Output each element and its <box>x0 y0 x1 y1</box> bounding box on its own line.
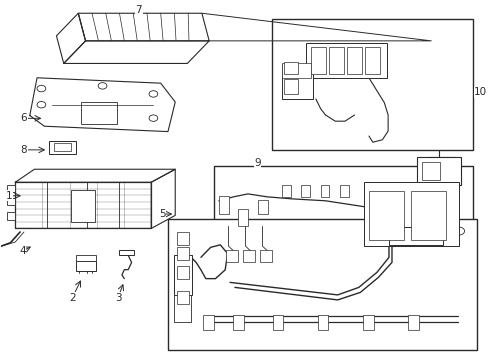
Bar <box>167 220 476 350</box>
Bar <box>362 315 373 330</box>
Bar <box>71 190 95 222</box>
Bar <box>281 185 290 197</box>
Bar <box>388 227 442 245</box>
Bar <box>238 209 248 226</box>
Bar <box>310 47 325 74</box>
Bar <box>54 143 71 151</box>
Bar <box>301 185 309 197</box>
Text: 4: 4 <box>19 246 26 256</box>
Bar <box>281 64 312 99</box>
Bar <box>416 157 460 185</box>
Text: 2: 2 <box>69 293 76 303</box>
Bar <box>225 250 238 262</box>
Bar <box>81 102 117 123</box>
Bar <box>364 47 379 74</box>
Text: 10: 10 <box>473 87 486 97</box>
Text: 1: 1 <box>6 191 13 201</box>
Text: 3: 3 <box>115 293 121 303</box>
Bar <box>368 191 403 240</box>
Bar <box>317 315 328 330</box>
Bar <box>174 295 190 323</box>
Bar <box>76 261 96 271</box>
Bar <box>305 43 386 78</box>
Bar <box>219 196 228 213</box>
Bar <box>243 250 255 262</box>
Bar <box>410 191 445 240</box>
Bar <box>272 19 472 149</box>
Bar <box>346 47 361 74</box>
Bar <box>421 162 439 180</box>
Bar <box>339 185 348 197</box>
Bar <box>6 212 15 220</box>
Bar <box>203 315 213 330</box>
Bar <box>284 62 297 74</box>
Text: 5: 5 <box>159 209 165 219</box>
Bar <box>176 291 188 304</box>
Bar <box>214 166 472 271</box>
Bar <box>174 255 192 295</box>
Bar <box>176 232 188 245</box>
Bar <box>407 315 418 330</box>
Bar <box>328 47 344 74</box>
Bar <box>363 182 458 246</box>
Bar <box>260 250 272 262</box>
Bar <box>176 266 188 279</box>
Bar <box>257 200 267 213</box>
Text: 7: 7 <box>135 5 142 15</box>
Text: 6: 6 <box>20 113 27 123</box>
Bar <box>281 63 310 78</box>
Bar <box>76 255 96 261</box>
Text: 8: 8 <box>20 145 27 155</box>
Bar <box>176 247 188 260</box>
Bar <box>233 315 244 330</box>
Bar <box>272 315 283 330</box>
Bar <box>119 249 134 255</box>
Bar <box>320 185 329 197</box>
Bar <box>6 185 15 192</box>
Bar <box>49 140 76 154</box>
Bar <box>6 198 15 205</box>
Text: 9: 9 <box>254 158 261 168</box>
Bar <box>284 79 297 94</box>
